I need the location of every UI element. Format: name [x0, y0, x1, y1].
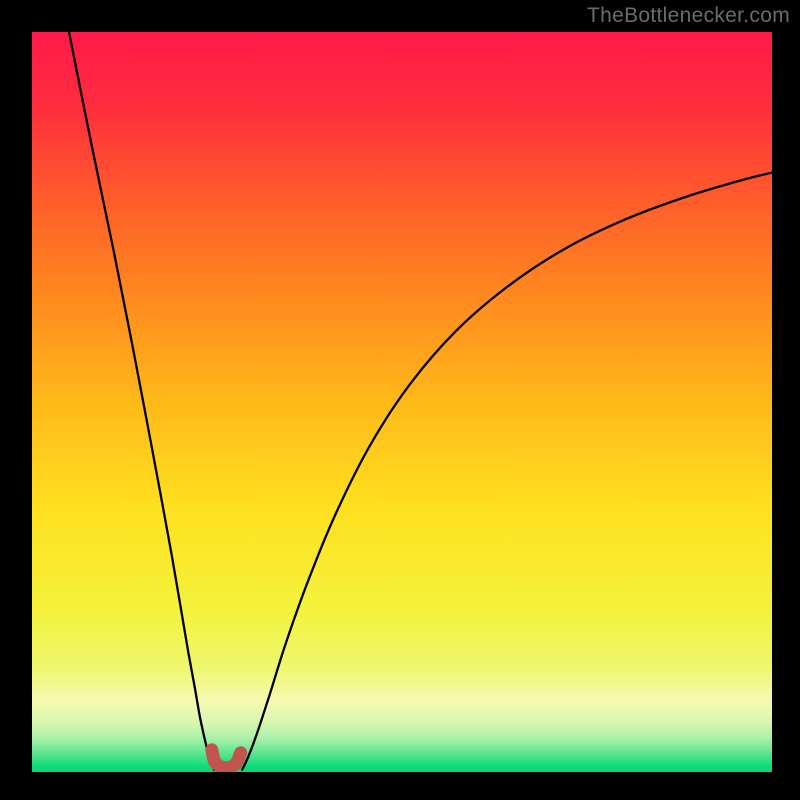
chart-notch-marker [212, 750, 241, 768]
chart-overlay-svg [32, 32, 772, 772]
chart-curve-right [242, 173, 772, 770]
watermark-text: TheBottlenecker.com [587, 4, 790, 28]
chart-plot-area [32, 32, 772, 772]
chart-curve-left [69, 32, 214, 770]
